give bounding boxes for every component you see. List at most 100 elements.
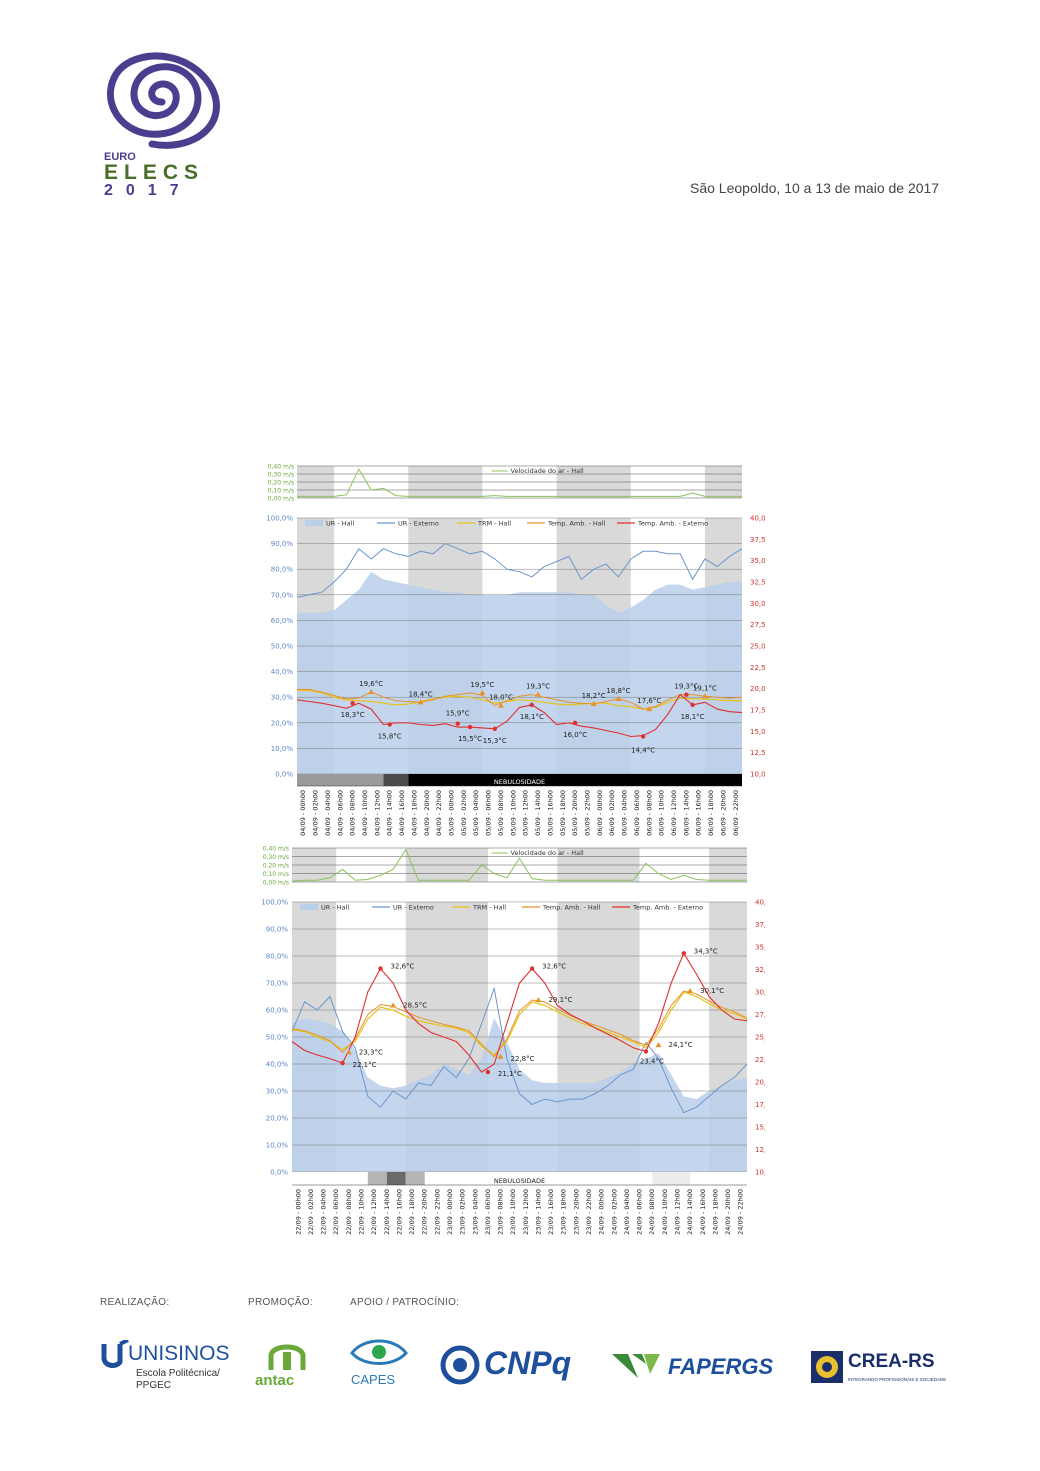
annotation-label: 15,5°C (458, 735, 482, 743)
temp-amb-hall-line (291, 990, 748, 1058)
unisinos-logo: UNISINOS Escola Politécnica/ PPGEC (100, 1338, 240, 1398)
x-tick-label: 04/09 - 06h00 (336, 790, 344, 836)
x-tick-label: 22/09 - 02h00 (307, 1189, 315, 1235)
x-tick-label: 04/09 - 10h00 (361, 790, 369, 836)
wind-tick-label: 0,20 m/s (263, 863, 289, 870)
x-tick-label: 23/09 - 02h00 (459, 1189, 467, 1235)
x-tick-label: 04/09 - 18h00 (410, 790, 418, 836)
annotation-marker (378, 966, 383, 971)
x-tick-label: 23/09 - 20h00 (572, 1189, 580, 1235)
right-tick-label: 32,5°C (755, 966, 765, 974)
x-tick-label: 22/09 - 12h00 (370, 1189, 378, 1235)
wind-tick-label: 0,00 m/s (268, 496, 294, 503)
temp-amb-externo-line (291, 952, 748, 1073)
x-tick-label: 23/09 - 08h00 (497, 1189, 505, 1235)
annotation-label: 23,4°C (640, 1057, 664, 1065)
antac-arch-icon (268, 1344, 306, 1370)
x-tick-label: 04/09 - 14h00 (386, 790, 394, 836)
x-tick-label: 22/09 - 20h00 (421, 1189, 429, 1235)
right-tick-label: 15,0°C (755, 1124, 765, 1132)
annotation-label: 34,3°C (694, 947, 718, 955)
annotation-label: 16,0°C (563, 731, 587, 739)
x-tick-label: 24/09 - 06h00 (636, 1189, 644, 1235)
right-tick-label: 25,0°C (750, 643, 765, 651)
x-tick-label: 06/09 - 08h00 (645, 790, 653, 836)
x-tick-label: 24/09 - 02h00 (610, 1189, 618, 1235)
annotation-marker (590, 701, 597, 707)
legend-label: Temp. Amb. - Hall (542, 904, 601, 912)
right-tick-label: 30,0°C (750, 600, 765, 608)
left-tick-label: 100,0% (266, 515, 293, 523)
x-tick-label: 05/09 - 08h00 (497, 790, 505, 836)
x-tick-label: 24/09 - 14h00 (686, 1189, 694, 1235)
cnpq-seal-icon (440, 1345, 480, 1385)
right-tick-label: 35,0°C (755, 944, 765, 952)
annotation-label: 15,8°C (378, 733, 402, 741)
annotation-label: 15,9°C (446, 710, 470, 718)
x-tick-label: 06/09 - 18h00 (707, 790, 715, 836)
wind-tick-label: 0,40 m/s (268, 464, 294, 471)
x-tick-label: 24/09 - 18h00 (711, 1189, 719, 1235)
annotation-label: 18,3°C (341, 711, 365, 719)
annotation-label: 18,0°C (489, 694, 513, 702)
annotation-label: 19,5°C (470, 681, 494, 689)
x-tick-label: 23/09 - 14h00 (534, 1189, 542, 1235)
annotation-marker (479, 689, 486, 695)
annotation-marker (497, 1053, 504, 1059)
left-tick-label: 80,0% (266, 953, 289, 961)
capes-eye-icon (350, 1339, 408, 1365)
annotation-marker (368, 689, 375, 695)
annotation-marker (492, 726, 497, 731)
x-tick-label: 23/09 - 06h00 (484, 1189, 492, 1235)
annotation-label: 18,2°C (582, 692, 606, 700)
legend-swatch (305, 520, 323, 526)
ur-hall-area (292, 1018, 747, 1172)
ur-hall-area (297, 571, 742, 774)
annotation-label: 24,1°C (669, 1041, 693, 1049)
left-tick-label: 80,0% (271, 566, 294, 574)
left-tick-label: 70,0% (271, 591, 294, 599)
annotation-marker (640, 734, 646, 739)
crea-logo: CREA-RS INTEGRANDO PROFISSIONAIS E SOCIE… (810, 1350, 950, 1390)
annotation-marker (350, 700, 355, 706)
nebulosidade-segment (386, 1172, 406, 1185)
right-tick-label: 12,5°C (755, 1146, 765, 1154)
left-tick-label: 10,0% (271, 745, 294, 753)
x-tick-label: 22/09 - 16h00 (395, 1189, 403, 1235)
right-tick-label: 40,0°C (750, 515, 765, 523)
x-tick-label: 06/09 - 20h00 (719, 790, 727, 836)
capes-logo: CAPES (348, 1335, 418, 1390)
x-tick-label: 23/09 - 10h00 (509, 1189, 517, 1235)
chart-1: 0,40 m/s0,30 m/s0,20 m/s0,10 m/s0,00 m/s… (266, 464, 765, 836)
left-tick-label: 100,0% (261, 899, 288, 907)
annotation-marker (684, 692, 689, 697)
x-tick-label: 23/09 - 16h00 (547, 1189, 555, 1235)
annotation-label: 23,3°C (359, 1048, 383, 1056)
right-tick-label: 27,5°C (755, 1011, 765, 1019)
x-tick-label: 04/09 - 00h00 (299, 790, 307, 836)
trm-hall-line (291, 991, 748, 1056)
nebulosidade-label: NEBULOSIDADE (494, 1177, 545, 1185)
x-tick-label: 23/09 - 04h00 (471, 1189, 479, 1235)
legend-label: UR - Externo (393, 904, 434, 912)
left-tick-label: 50,0% (271, 643, 294, 651)
unisinos-sub1: Escola Politécnica/ (136, 1368, 220, 1379)
left-tick-label: 10,0% (266, 1142, 289, 1150)
left-tick-label: 60,0% (271, 617, 294, 625)
annotation-marker (455, 721, 460, 726)
right-tick-label: 32,5°C (750, 579, 765, 587)
x-tick-label: 06/09 - 12h00 (670, 790, 678, 836)
x-tick-label: 24/09 - 00h00 (598, 1189, 606, 1235)
trm-hall-line (297, 689, 742, 710)
left-tick-label: 40,0% (271, 668, 294, 676)
annotation-label: 22,8°C (511, 1055, 535, 1063)
x-tick-label: 06/09 - 02h00 (608, 790, 616, 836)
annotation-label: 17,6°C (637, 697, 661, 705)
annotation-marker (417, 699, 424, 705)
left-tick-label: 90,0% (266, 926, 289, 934)
x-tick-label: 24/09 - 08h00 (648, 1189, 656, 1235)
right-tick-label: 35,0°C (750, 557, 765, 565)
annotation-label: 19,6°C (359, 680, 383, 688)
x-tick-label: 05/09 - 12h00 (522, 790, 530, 836)
annotation-marker (485, 1069, 491, 1075)
